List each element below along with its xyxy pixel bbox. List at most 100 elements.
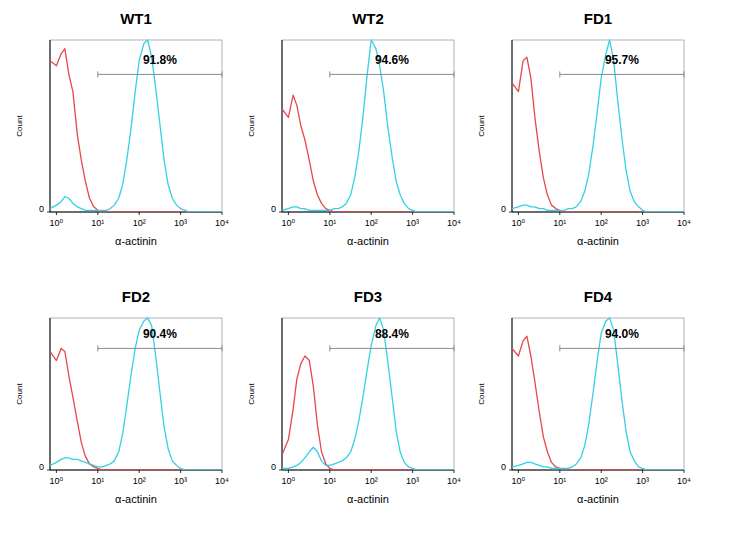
x-axis-label: α-actinin xyxy=(115,493,157,505)
panel-title: WT1 xyxy=(120,10,152,27)
gate-end xyxy=(454,71,455,77)
gate-end xyxy=(559,71,560,77)
data-group xyxy=(282,318,454,470)
y-tick-label: 0 xyxy=(271,204,276,214)
y-tick xyxy=(509,212,512,213)
gate-end xyxy=(222,71,223,77)
y-tick-label: 0 xyxy=(501,204,506,214)
x-tick xyxy=(97,212,98,215)
gate-percentage: 88.4% xyxy=(375,327,409,341)
x-tick xyxy=(288,470,289,473)
x-tick xyxy=(684,470,685,473)
gate xyxy=(560,345,684,351)
x-axis-label: α-actinin xyxy=(577,493,619,505)
gate-end xyxy=(97,345,98,351)
gate-bar xyxy=(98,74,222,75)
x-tick-label: 10⁰ xyxy=(50,218,64,228)
x-tick-label: 10⁴ xyxy=(447,476,461,486)
figure: WT1 10⁰ 10¹ 10² 10³ 10⁴ 0 α-actinin Count 91.8% WT… xyxy=(0,0,731,542)
histogram-line xyxy=(512,318,684,470)
y-axis-line xyxy=(512,318,513,470)
gate-percentage: 90.4% xyxy=(143,327,177,341)
panel-title: WT2 xyxy=(352,10,384,27)
gate-percentage: 94.0% xyxy=(605,327,639,341)
gate-end xyxy=(222,345,223,351)
data-group xyxy=(512,40,684,212)
x-tick xyxy=(180,470,181,473)
histogram-line xyxy=(50,49,222,212)
panel: FD210⁰10¹10²10³10⁴0α-actininCount90.4% xyxy=(15,288,229,505)
gate-end xyxy=(684,345,685,351)
x-tick-label: 10⁰ xyxy=(512,218,526,228)
data-group xyxy=(282,40,454,212)
x-tick xyxy=(559,470,560,473)
y-axis-line xyxy=(282,318,283,470)
y-axis-label: Count xyxy=(247,115,256,137)
x-tick xyxy=(329,470,330,473)
x-tick xyxy=(139,212,140,215)
plot-frame xyxy=(512,318,684,470)
y-axis-label: Count xyxy=(15,383,24,405)
x-tick-label: 10¹ xyxy=(323,218,336,228)
plot-frame xyxy=(282,40,454,212)
x-tick xyxy=(56,212,57,215)
panel: WT210⁰10¹10²10³10⁴0α-actininCount94.6% xyxy=(247,10,461,247)
gate-end xyxy=(684,71,685,77)
gate-bar xyxy=(560,348,684,349)
x-tick-label: 10¹ xyxy=(553,218,566,228)
x-axis-label: α-actinin xyxy=(577,235,619,247)
x-tick-label: 10² xyxy=(595,218,608,228)
gate-bar xyxy=(330,348,454,349)
x-tick-label: 10³ xyxy=(406,218,419,228)
x-tick xyxy=(412,212,413,215)
x-tick-label: 10¹ xyxy=(553,476,566,486)
histogram-line xyxy=(282,318,454,470)
x-tick xyxy=(601,212,602,215)
panel-title: FD1 xyxy=(584,10,612,27)
panel: FD310⁰10¹10²10³10⁴0α-actininCount88.4% xyxy=(247,288,461,505)
data-group xyxy=(50,40,222,212)
y-axis-label: Count xyxy=(477,115,486,137)
y-axis-label: Count xyxy=(15,115,24,137)
x-tick xyxy=(412,470,413,473)
x-tick xyxy=(180,212,181,215)
x-axis-label: α-actinin xyxy=(347,493,389,505)
x-tick-label: 10³ xyxy=(636,218,649,228)
x-tick-label: 10⁰ xyxy=(50,476,64,486)
x-tick-label: 10³ xyxy=(174,218,187,228)
plot-frame xyxy=(50,40,222,212)
gate-percentage: 95.7% xyxy=(605,53,639,67)
x-tick-label: 10² xyxy=(365,476,378,486)
gate-percentage: 91.8% xyxy=(143,53,177,67)
y-tick xyxy=(47,212,50,213)
x-axis-label: α-actinin xyxy=(347,235,389,247)
x-tick-label: 10² xyxy=(133,218,146,228)
gate xyxy=(330,71,454,77)
gate-end xyxy=(329,345,330,351)
panel-title: FD2 xyxy=(122,288,150,305)
gate xyxy=(98,71,222,77)
y-axis-line xyxy=(512,40,513,212)
x-tick-label: 10⁴ xyxy=(215,476,229,486)
x-tick xyxy=(329,212,330,215)
histogram-line xyxy=(512,57,684,212)
panel-title: FD4 xyxy=(584,288,613,305)
y-tick-label: 0 xyxy=(501,462,506,472)
x-tick-label: 10¹ xyxy=(91,218,104,228)
x-tick xyxy=(56,470,57,473)
x-tick-label: 10⁰ xyxy=(282,476,296,486)
x-tick-label: 10¹ xyxy=(91,476,104,486)
data-group xyxy=(50,318,222,470)
x-tick xyxy=(371,470,372,473)
y-tick-label: 0 xyxy=(39,204,44,214)
y-tick-label: 0 xyxy=(39,462,44,472)
y-tick xyxy=(509,470,512,471)
x-tick xyxy=(222,212,223,215)
x-tick xyxy=(371,212,372,215)
y-tick xyxy=(279,212,282,213)
x-tick xyxy=(222,470,223,473)
gate-end xyxy=(559,345,560,351)
x-tick-label: 10⁰ xyxy=(512,476,526,486)
histogram-line xyxy=(50,318,222,470)
x-tick-label: 10⁰ xyxy=(282,218,296,228)
